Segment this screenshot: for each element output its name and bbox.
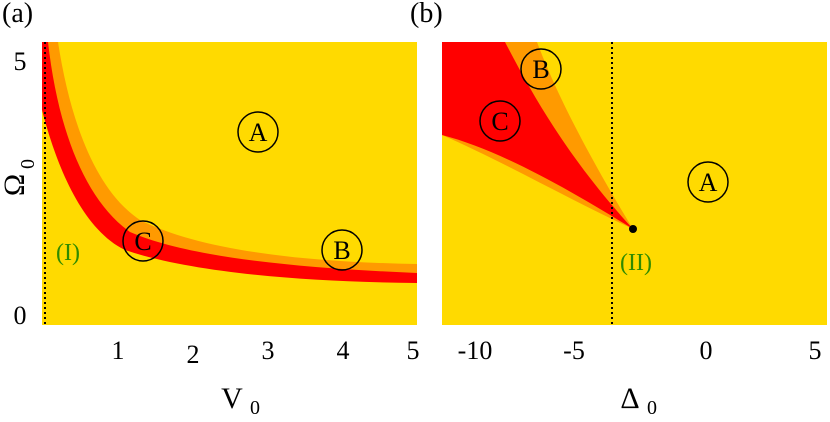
panel-b-region-a-label: A — [687, 161, 729, 203]
svg-text:C: C — [491, 107, 508, 136]
panel-b-region-c-wedge — [442, 42, 633, 229]
panel-b-critical-point — [629, 225, 637, 233]
panel-a-ylabel: Ω 0 — [0, 159, 39, 196]
svg-text:C: C — [134, 227, 151, 256]
svg-text:Ω: Ω — [0, 174, 31, 196]
panel-b: A B C (II) (b) -10 -5 0 5 Δ 0 — [410, 0, 827, 419]
svg-text:Δ: Δ — [620, 382, 639, 415]
svg-text:0: 0 — [250, 397, 260, 419]
panel-a-xtick-2: 2 — [187, 340, 200, 369]
panel-a-ytick-0: 0 — [14, 301, 27, 330]
panel-b-region-b-label: B — [520, 48, 562, 90]
panel-b-xtick-0: 0 — [700, 336, 713, 365]
panel-a-xtick-4: 4 — [337, 336, 350, 365]
svg-text:B: B — [333, 236, 350, 265]
svg-text:A: A — [699, 168, 718, 197]
panel-b-region-c-label: C — [479, 100, 521, 142]
panel-a-xtick-1: 1 — [112, 336, 125, 365]
panel-b-marker-label: (II) — [620, 250, 652, 276]
panel-b-xtick-5: 5 — [809, 336, 822, 365]
panel-a-region-c-label: C — [122, 220, 164, 262]
panel-b-xtick-neg5: -5 — [563, 336, 585, 365]
panel-a-region-b-label: B — [321, 229, 363, 271]
panel-a-region-a-label: A — [237, 111, 279, 153]
svg-text:A: A — [249, 118, 268, 147]
panel-a-region-b-band — [42, 42, 417, 281]
panel-a-xtick-5: 5 — [407, 336, 420, 365]
panel-a-xtick-3: 3 — [262, 336, 275, 365]
svg-text:0: 0 — [17, 159, 39, 169]
panel-b-label: (b) — [410, 0, 443, 29]
svg-text:0: 0 — [647, 397, 657, 419]
svg-text:V: V — [221, 382, 243, 415]
panel-a-ytick-5: 5 — [14, 47, 27, 76]
panel-a-label: (a) — [2, 0, 33, 29]
svg-text:B: B — [532, 55, 549, 84]
panel-a-marker-label: (I) — [56, 240, 80, 266]
panel-a: A B C (I) (a) 5 0 Ω 0 1 2 3 4 5 V 0 — [0, 0, 420, 419]
panel-b-xtick-neg10: -10 — [458, 336, 493, 365]
panel-a-xlabel: V 0 — [221, 382, 260, 419]
panel-b-xlabel: Δ 0 — [620, 382, 657, 419]
